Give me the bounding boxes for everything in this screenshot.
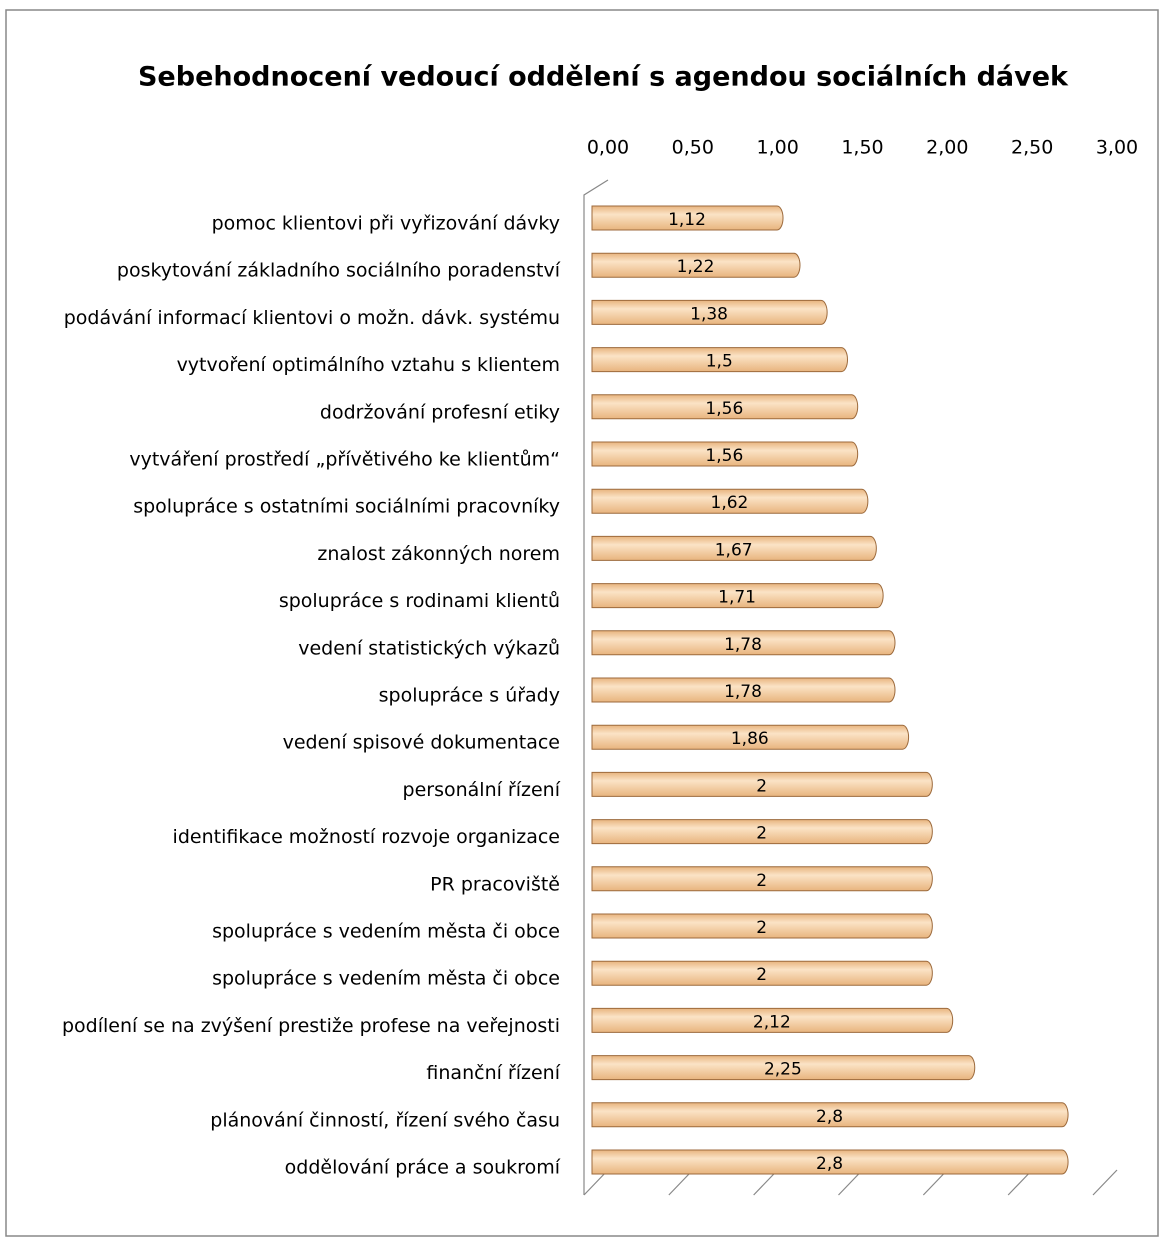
value-label: 2 <box>756 824 767 844</box>
y-tick-label: spolupráce s úřady <box>379 685 560 707</box>
bar <box>591 1055 976 1081</box>
bar <box>591 630 896 656</box>
y-tick-label: identifikace možností rozvoje organizace <box>173 826 560 848</box>
value-label: 1,56 <box>705 446 743 466</box>
y-tick-label: PR pracoviště <box>430 873 560 895</box>
y-tick-label: spolupráce s vedením města či obce <box>212 921 560 943</box>
y-tick-label: plánování činností, řízení svého času <box>210 1109 560 1131</box>
bar <box>591 535 877 561</box>
value-label: 2,12 <box>753 1012 791 1032</box>
y-tick-label: znalost zákonných norem <box>317 543 560 565</box>
y-tick-label: spolupráce s ostatními sociálními pracov… <box>133 496 560 518</box>
y-tick-label: pomoc klientovi při vyřizování dávky <box>212 213 560 235</box>
bar <box>591 488 869 514</box>
value-label: 1,12 <box>668 210 706 230</box>
bar <box>591 299 828 325</box>
value-label: 1,78 <box>724 682 762 702</box>
x-tick-label: 0,50 <box>672 137 714 159</box>
bar <box>591 583 884 609</box>
value-label: 1,71 <box>718 588 756 608</box>
y-tick-label: personální řízení <box>403 779 561 801</box>
bar <box>591 394 859 420</box>
bar <box>591 866 933 892</box>
x-tick-label: 3,00 <box>1096 137 1138 159</box>
grid-tick <box>1092 1169 1118 1196</box>
y-tick-label: vedení statistických výkazů <box>298 637 560 659</box>
bar <box>591 205 784 231</box>
bar <box>591 1102 1069 1128</box>
bar <box>591 913 933 939</box>
bar <box>591 441 859 467</box>
y-tick-label: vytváření prostředí „přívětivého ke klie… <box>129 449 560 471</box>
bar <box>591 819 933 845</box>
value-label: 1,67 <box>715 540 753 560</box>
y-tick-label: finanční řízení <box>426 1062 560 1084</box>
value-label: 2,8 <box>816 1107 843 1127</box>
value-label: 1,5 <box>706 352 733 372</box>
value-label: 2 <box>756 776 767 796</box>
bar <box>591 771 933 797</box>
value-label: 2,25 <box>764 1060 802 1080</box>
bar <box>591 252 801 278</box>
y-tick-label: vytvoření optimálního vztahu s klientem <box>177 354 560 376</box>
x-tick-label: 1,50 <box>841 137 883 159</box>
chart-title: Sebehodnocení vedoucí oddělení s agendou… <box>138 62 1069 93</box>
value-label: 2,8 <box>816 1154 843 1174</box>
value-label: 2 <box>756 871 767 891</box>
y-tick-label: poskytování základního sociálního porade… <box>117 260 561 282</box>
bar <box>591 347 848 373</box>
axis-wall <box>583 179 609 1195</box>
y-tick-label: podávání informací klientovi o možn. dáv… <box>64 307 560 329</box>
y-tick-label: podílení se na zvýšení prestiže profese … <box>62 1015 560 1037</box>
value-label: 1,38 <box>690 304 728 324</box>
value-label: 1,22 <box>677 257 715 277</box>
bar <box>591 960 933 986</box>
bar <box>591 724 910 750</box>
bar <box>591 677 896 703</box>
value-label: 2 <box>756 918 767 938</box>
value-label: 2 <box>756 965 767 985</box>
bar <box>591 1007 954 1033</box>
x-tick-label: 0,00 <box>587 137 629 159</box>
value-label: 1,78 <box>724 635 762 655</box>
x-tick-label: 2,00 <box>926 137 968 159</box>
y-tick-label: spolupráce s vedením města či obce <box>212 968 560 990</box>
bar <box>591 1149 1069 1175</box>
value-label: 1,56 <box>705 399 743 419</box>
y-tick-label: oddělování práce a soukromí <box>285 1157 561 1179</box>
y-tick-label: dodržování profesní etiky <box>320 401 560 423</box>
x-tick-label: 1,00 <box>757 137 799 159</box>
x-tick-label: 2,50 <box>1011 137 1053 159</box>
value-label: 1,62 <box>711 493 749 513</box>
y-tick-label: spolupráce s rodinami klientů <box>279 590 560 612</box>
y-tick-label: vedení spisové dokumentace <box>283 732 560 754</box>
chart-border <box>5 9 1159 1237</box>
value-label: 1,86 <box>731 729 769 749</box>
